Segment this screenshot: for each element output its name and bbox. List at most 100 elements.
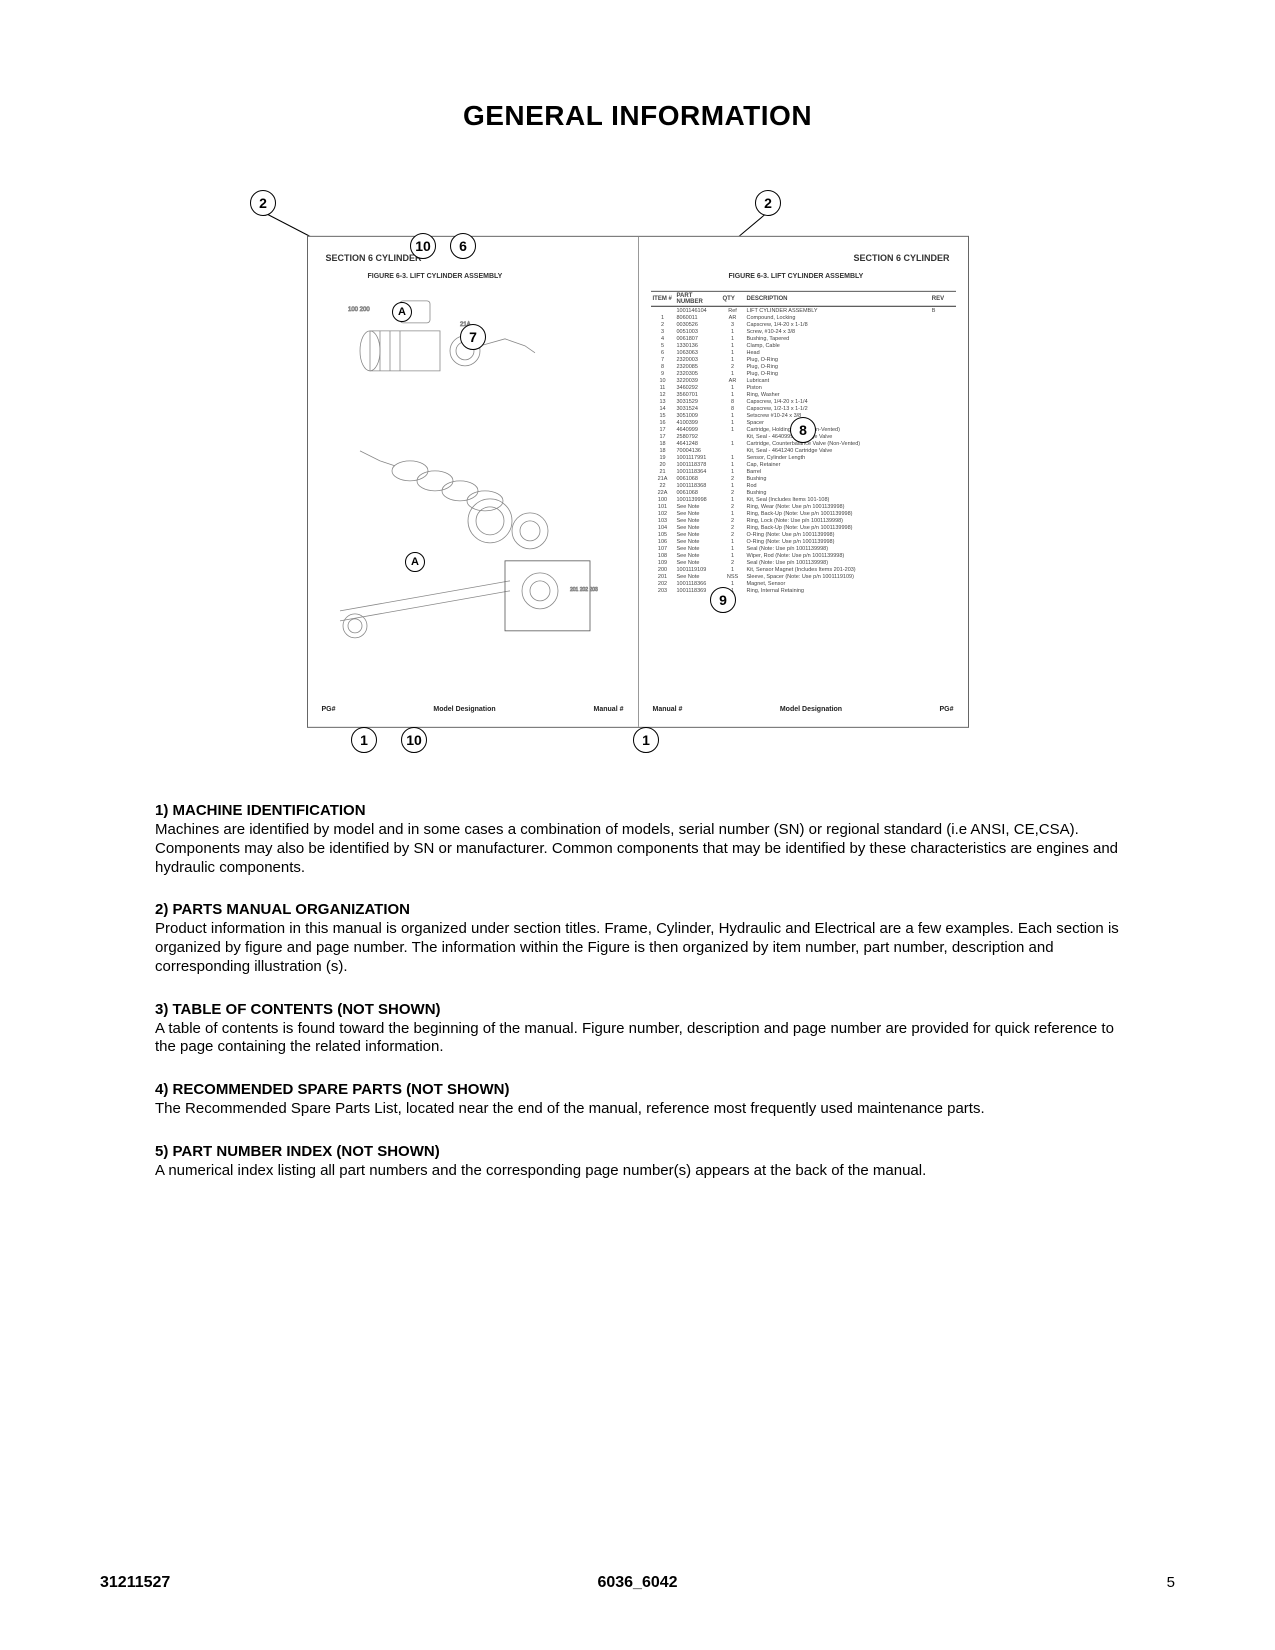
cell: 11 <box>651 384 675 391</box>
section: 5) PART NUMBER INDEX (NOT SHOWN) A numeri… <box>155 1143 1120 1181</box>
cell: 16 <box>651 419 675 426</box>
cell: 1 <box>721 328 745 335</box>
right-footer-a: Manual # <box>653 706 683 713</box>
cell <box>930 328 956 335</box>
cell: Setscrew #10-24 x 3/8 <box>745 412 930 419</box>
cell: Capscrew, 1/2-13 x 1-1/2 <box>745 405 930 412</box>
cell <box>930 391 956 398</box>
cell: 13 <box>651 398 675 405</box>
cell: 2 <box>651 321 675 328</box>
cell <box>930 447 956 454</box>
cell <box>930 475 956 482</box>
cell: Ring, Internal Retaining <box>745 587 930 594</box>
cell: Wiper, Rod (Note: Use p/n 1001139998) <box>745 552 930 559</box>
cell: Kit, Seal (Includes Items 101-108) <box>745 496 930 503</box>
cell: 3031529 <box>675 398 721 405</box>
cell: 2 <box>721 489 745 496</box>
cell: Rod <box>745 482 930 489</box>
col-header: QTY <box>721 291 745 306</box>
cell: 2 <box>721 503 745 510</box>
section-body: A numerical index listing all part numbe… <box>155 1162 1120 1181</box>
cell: Kit, Sensor Magnet (Includes Items 201-2… <box>745 566 930 573</box>
right-footer-c: PG# <box>939 706 953 713</box>
cell: Kit, Seal - 4641240 Cartridge Valve <box>745 447 930 454</box>
cell: Cartridge, Counterbalance Valve (Non-Ven… <box>745 440 930 447</box>
table-row: 2010011183781Cap, Retainer <box>651 461 956 468</box>
cell: Seal (Note: Use p/n 1001139998) <box>745 545 930 552</box>
cell: 1 <box>721 419 745 426</box>
cell: 8060011 <box>675 314 721 321</box>
cell <box>930 426 956 433</box>
cell: 3220039 <box>675 377 721 384</box>
cell: 1 <box>721 384 745 391</box>
cell <box>930 531 956 538</box>
table-row: 923203051Plug, O-Ring <box>651 370 956 377</box>
cell: 70004136 <box>675 447 721 454</box>
cell: 1063063 <box>675 349 721 356</box>
cell: 1 <box>651 314 675 321</box>
cell: 1 <box>721 461 745 468</box>
section-heading: 5) PART NUMBER INDEX (NOT SHOWN) <box>155 1143 1120 1160</box>
section: 3) TABLE OF CONTENTS (NOT SHOWN)A table … <box>155 1001 1120 1058</box>
cell: 20 <box>651 461 675 468</box>
cell: Clamp, Cable <box>745 342 930 349</box>
cell <box>930 545 956 552</box>
callout-6: 6 <box>450 233 476 259</box>
cell: 1001118364 <box>675 468 721 475</box>
cell: 1001118378 <box>675 461 721 468</box>
left-footer-b: Model Designation <box>433 706 495 713</box>
cell: 1001117991 <box>675 454 721 461</box>
cell: 15 <box>651 412 675 419</box>
page-title: GENERAL INFORMATION <box>155 100 1120 132</box>
cell: 102 <box>651 510 675 517</box>
cell: Bushing, Tapered <box>745 335 930 342</box>
cell: LIFT CYLINDER ASSEMBLY <box>745 306 930 314</box>
cell <box>930 314 956 321</box>
cell <box>651 306 675 314</box>
cell <box>930 538 956 545</box>
table-row: 10010011399981Kit, Seal (Includes Items … <box>651 496 956 503</box>
cell <box>930 587 956 594</box>
cell: 1 <box>721 454 745 461</box>
table-row: 300510031Screw, #10-24 x 3/8 <box>651 328 956 335</box>
cell: 17 <box>651 433 675 440</box>
cell <box>930 454 956 461</box>
cell: 109 <box>651 559 675 566</box>
section-body: Machines are identified by model and in … <box>155 821 1120 877</box>
table-row: 103220039ARLubricant <box>651 377 956 384</box>
cell: 12 <box>651 391 675 398</box>
cell: Sensor, Cylinder Length <box>745 454 930 461</box>
cell <box>930 489 956 496</box>
cell: 4 <box>651 335 675 342</box>
cell <box>930 377 956 384</box>
table-row: 106See Note1O-Ring (Note: Use p/n 100113… <box>651 538 956 545</box>
cell: 1 <box>721 538 745 545</box>
table-row: 1001146104RefLIFT CYLINDER ASSEMBLYB <box>651 306 956 314</box>
section-heading: 3) TABLE OF CONTENTS (NOT SHOWN) <box>155 1001 1120 1018</box>
section-body: The Recommended Spare Parts List, locate… <box>155 1100 1120 1119</box>
footer-left: 31211527 <box>100 1574 170 1592</box>
table-row: 108See Note1Wiper, Rod (Note: Use p/n 10… <box>651 552 956 559</box>
cell <box>930 461 956 468</box>
cell: 103 <box>651 517 675 524</box>
table-row: 1910011179911Sensor, Cylinder Length <box>651 454 956 461</box>
cell <box>930 517 956 524</box>
cell <box>930 363 956 370</box>
cell: 2 <box>721 524 745 531</box>
cell: Plug, O-Ring <box>745 356 930 363</box>
cell: O-Ring (Note: Use p/n 1001139998) <box>745 538 930 545</box>
table-row: 1870004136Kit, Seal - 4641240 Cartridge … <box>651 447 956 454</box>
cell: 2 <box>721 475 745 482</box>
callout-10: 10 <box>410 233 436 259</box>
cell: B <box>930 306 956 314</box>
cell: 22 <box>651 482 675 489</box>
table-row: 1430315248Capscrew, 1/2-13 x 1-1/2 <box>651 405 956 412</box>
section-body: Product information in this manual is or… <box>155 920 1120 976</box>
cell: NSS <box>721 573 745 580</box>
cell: 1001119109 <box>675 566 721 573</box>
cell: Head <box>745 349 930 356</box>
cell: 101 <box>651 503 675 510</box>
cell: 1 <box>721 552 745 559</box>
cell: 8 <box>721 398 745 405</box>
table-row: 2210011183681Rod <box>651 482 956 489</box>
